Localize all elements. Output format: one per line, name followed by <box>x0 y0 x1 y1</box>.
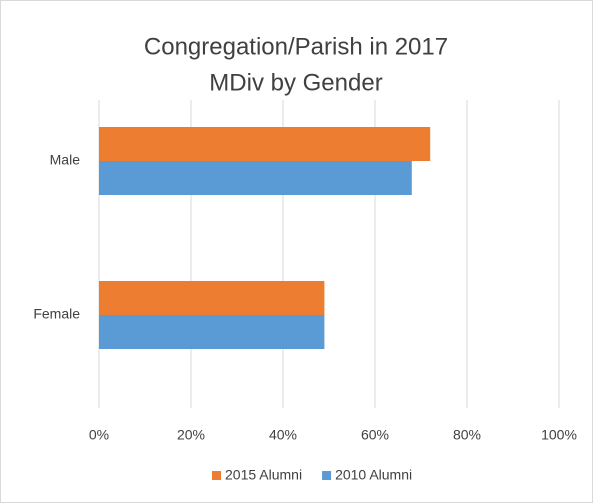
y-tick-label: Female <box>33 306 80 322</box>
legend-label: 2015 Alumni <box>225 467 302 483</box>
legend-label: 2010 Alumni <box>335 467 412 483</box>
x-tick-label: 60% <box>361 427 389 443</box>
legend-swatch <box>322 471 332 480</box>
chart-subtitle: MDiv by Gender <box>209 69 382 96</box>
bar <box>99 281 325 315</box>
legend-swatch <box>212 471 221 480</box>
x-tick-label: 0% <box>89 427 109 443</box>
x-tick-label: 80% <box>453 427 481 443</box>
x-tick-label: 40% <box>269 427 297 443</box>
x-tick-label: 20% <box>177 427 205 443</box>
x-tick-label: 100% <box>541 427 577 443</box>
bar <box>99 127 431 161</box>
bar <box>99 315 325 349</box>
bar <box>99 161 412 195</box>
y-tick-label: Male <box>50 152 81 168</box>
chart-title: Congregation/Parish in 2017 <box>144 33 448 60</box>
